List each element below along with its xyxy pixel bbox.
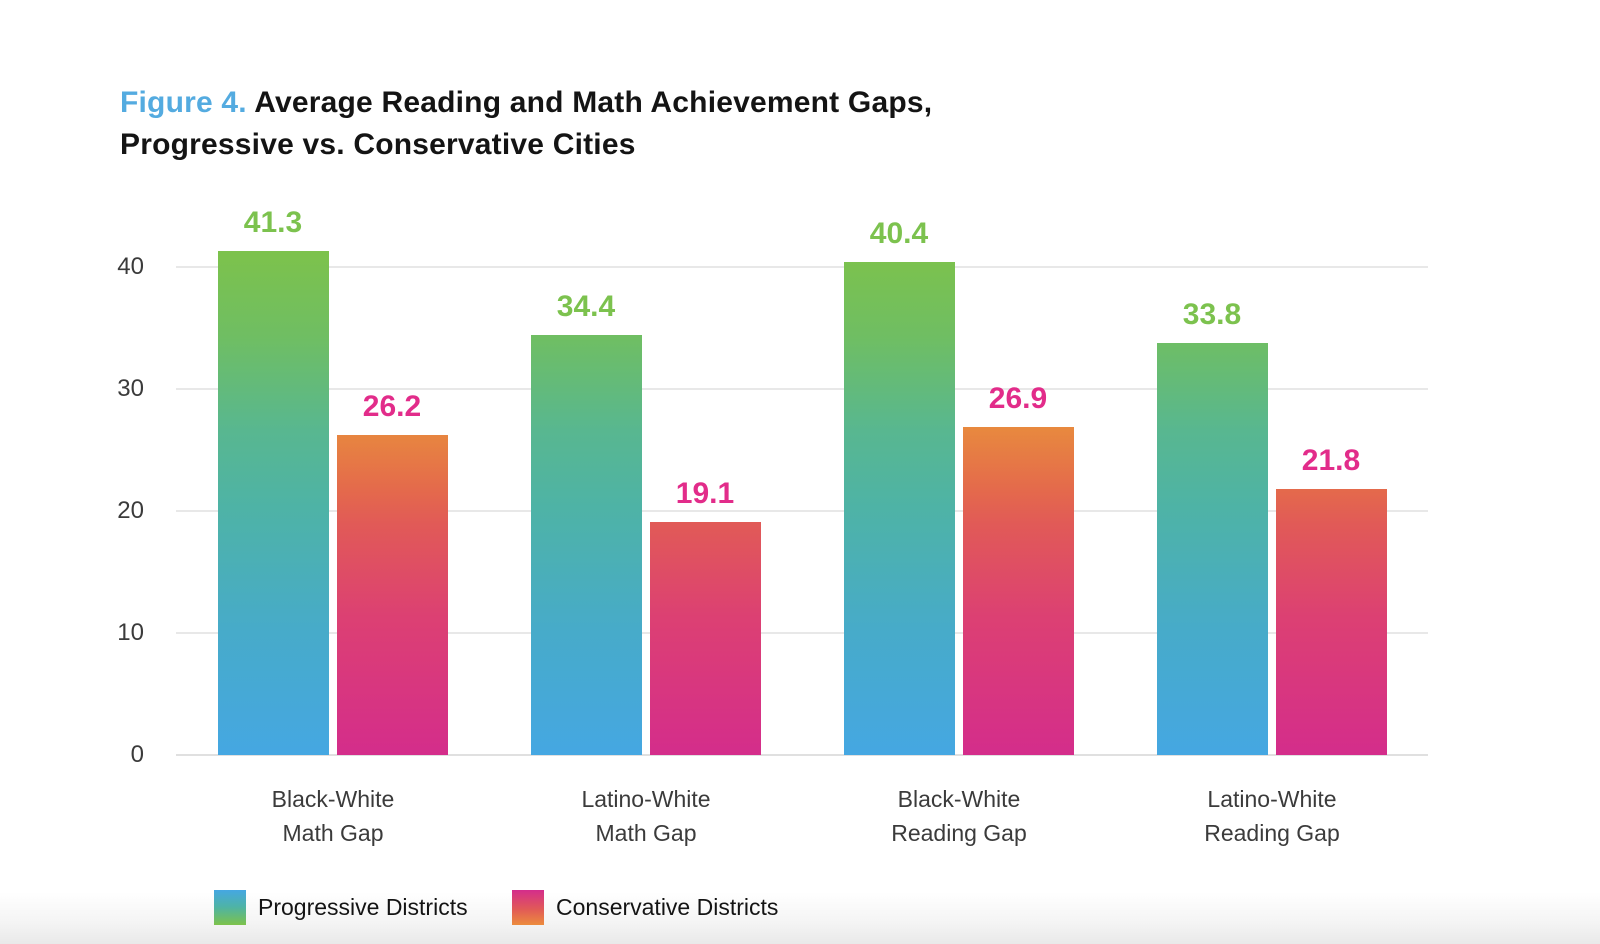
figure-title-line1: Figure 4. Average Reading and Math Achie… <box>120 82 932 124</box>
legend-item-progressive: Progressive Districts <box>214 890 468 925</box>
x-axis-category-label: Black-White Reading Gap <box>891 782 1027 850</box>
figure-title-line2: Progressive vs. Conservative Cities <box>120 128 636 161</box>
x-axis-category-line: Latino-White <box>1207 786 1337 812</box>
bar-value-label: 34.4 <box>556 290 616 323</box>
bar-value-label: 33.8 <box>1182 298 1242 331</box>
legend-label-conservative: Conservative Districts <box>556 894 779 920</box>
x-axis-category-line: Reading Gap <box>1204 820 1340 846</box>
legend-swatch-progressive <box>214 890 246 925</box>
gridline <box>176 510 1428 512</box>
bar-conservative <box>650 522 761 755</box>
figure-title: Figure 4. Average Reading and Math Achie… <box>120 82 932 166</box>
bar-value-label: 21.8 <box>1301 444 1361 477</box>
x-axis-category-line: Black-White <box>897 786 1021 812</box>
x-axis-category-line: Math Gap <box>282 820 384 846</box>
legend-swatch-conservative <box>512 890 544 925</box>
bar-conservative <box>963 427 1074 755</box>
y-axis-tick-label: 20 <box>117 497 144 524</box>
x-axis-category-line: Math Gap <box>595 820 697 846</box>
x-axis-category-label: Latino-White Math Gap <box>581 782 710 850</box>
bar-value-label: 40.4 <box>869 217 929 250</box>
bar-value-label: 19.1 <box>675 477 735 510</box>
x-axis-category-line: Reading Gap <box>891 820 1027 846</box>
x-axis-category-line: Latino-White <box>581 786 711 812</box>
y-axis-tick-label: 40 <box>117 253 144 280</box>
gridline <box>176 388 1428 390</box>
y-axis-tick-label: 30 <box>117 375 144 402</box>
legend-label-progressive: Progressive Districts <box>258 894 468 920</box>
figure-title-text: Average Reading and Math Achievement Gap… <box>246 86 933 119</box>
x-axis-category-label: Black-White Math Gap <box>272 782 395 850</box>
y-axis-tick-label: 10 <box>117 619 144 646</box>
bar-conservative <box>1276 489 1387 755</box>
gridline <box>176 266 1428 268</box>
bar-progressive <box>218 251 329 755</box>
gridline <box>176 754 1428 756</box>
legend-item-conservative: Conservative Districts <box>512 890 778 925</box>
x-axis-category-label: Latino-White Reading Gap <box>1204 782 1340 850</box>
page-bottom-fade <box>0 892 1600 944</box>
bar-progressive <box>531 335 642 755</box>
bar-value-label: 26.2 <box>362 390 422 423</box>
bar-value-label: 26.9 <box>988 382 1048 415</box>
gridline <box>176 632 1428 634</box>
y-axis-tick-label: 0 <box>130 741 144 768</box>
bar-progressive <box>1157 343 1268 755</box>
bar-value-label: 41.3 <box>243 206 303 239</box>
x-axis-category-line: Black-White <box>271 786 395 812</box>
bar-progressive <box>844 262 955 755</box>
bar-conservative <box>337 435 448 755</box>
figure-label: Figure 4. <box>120 86 247 119</box>
